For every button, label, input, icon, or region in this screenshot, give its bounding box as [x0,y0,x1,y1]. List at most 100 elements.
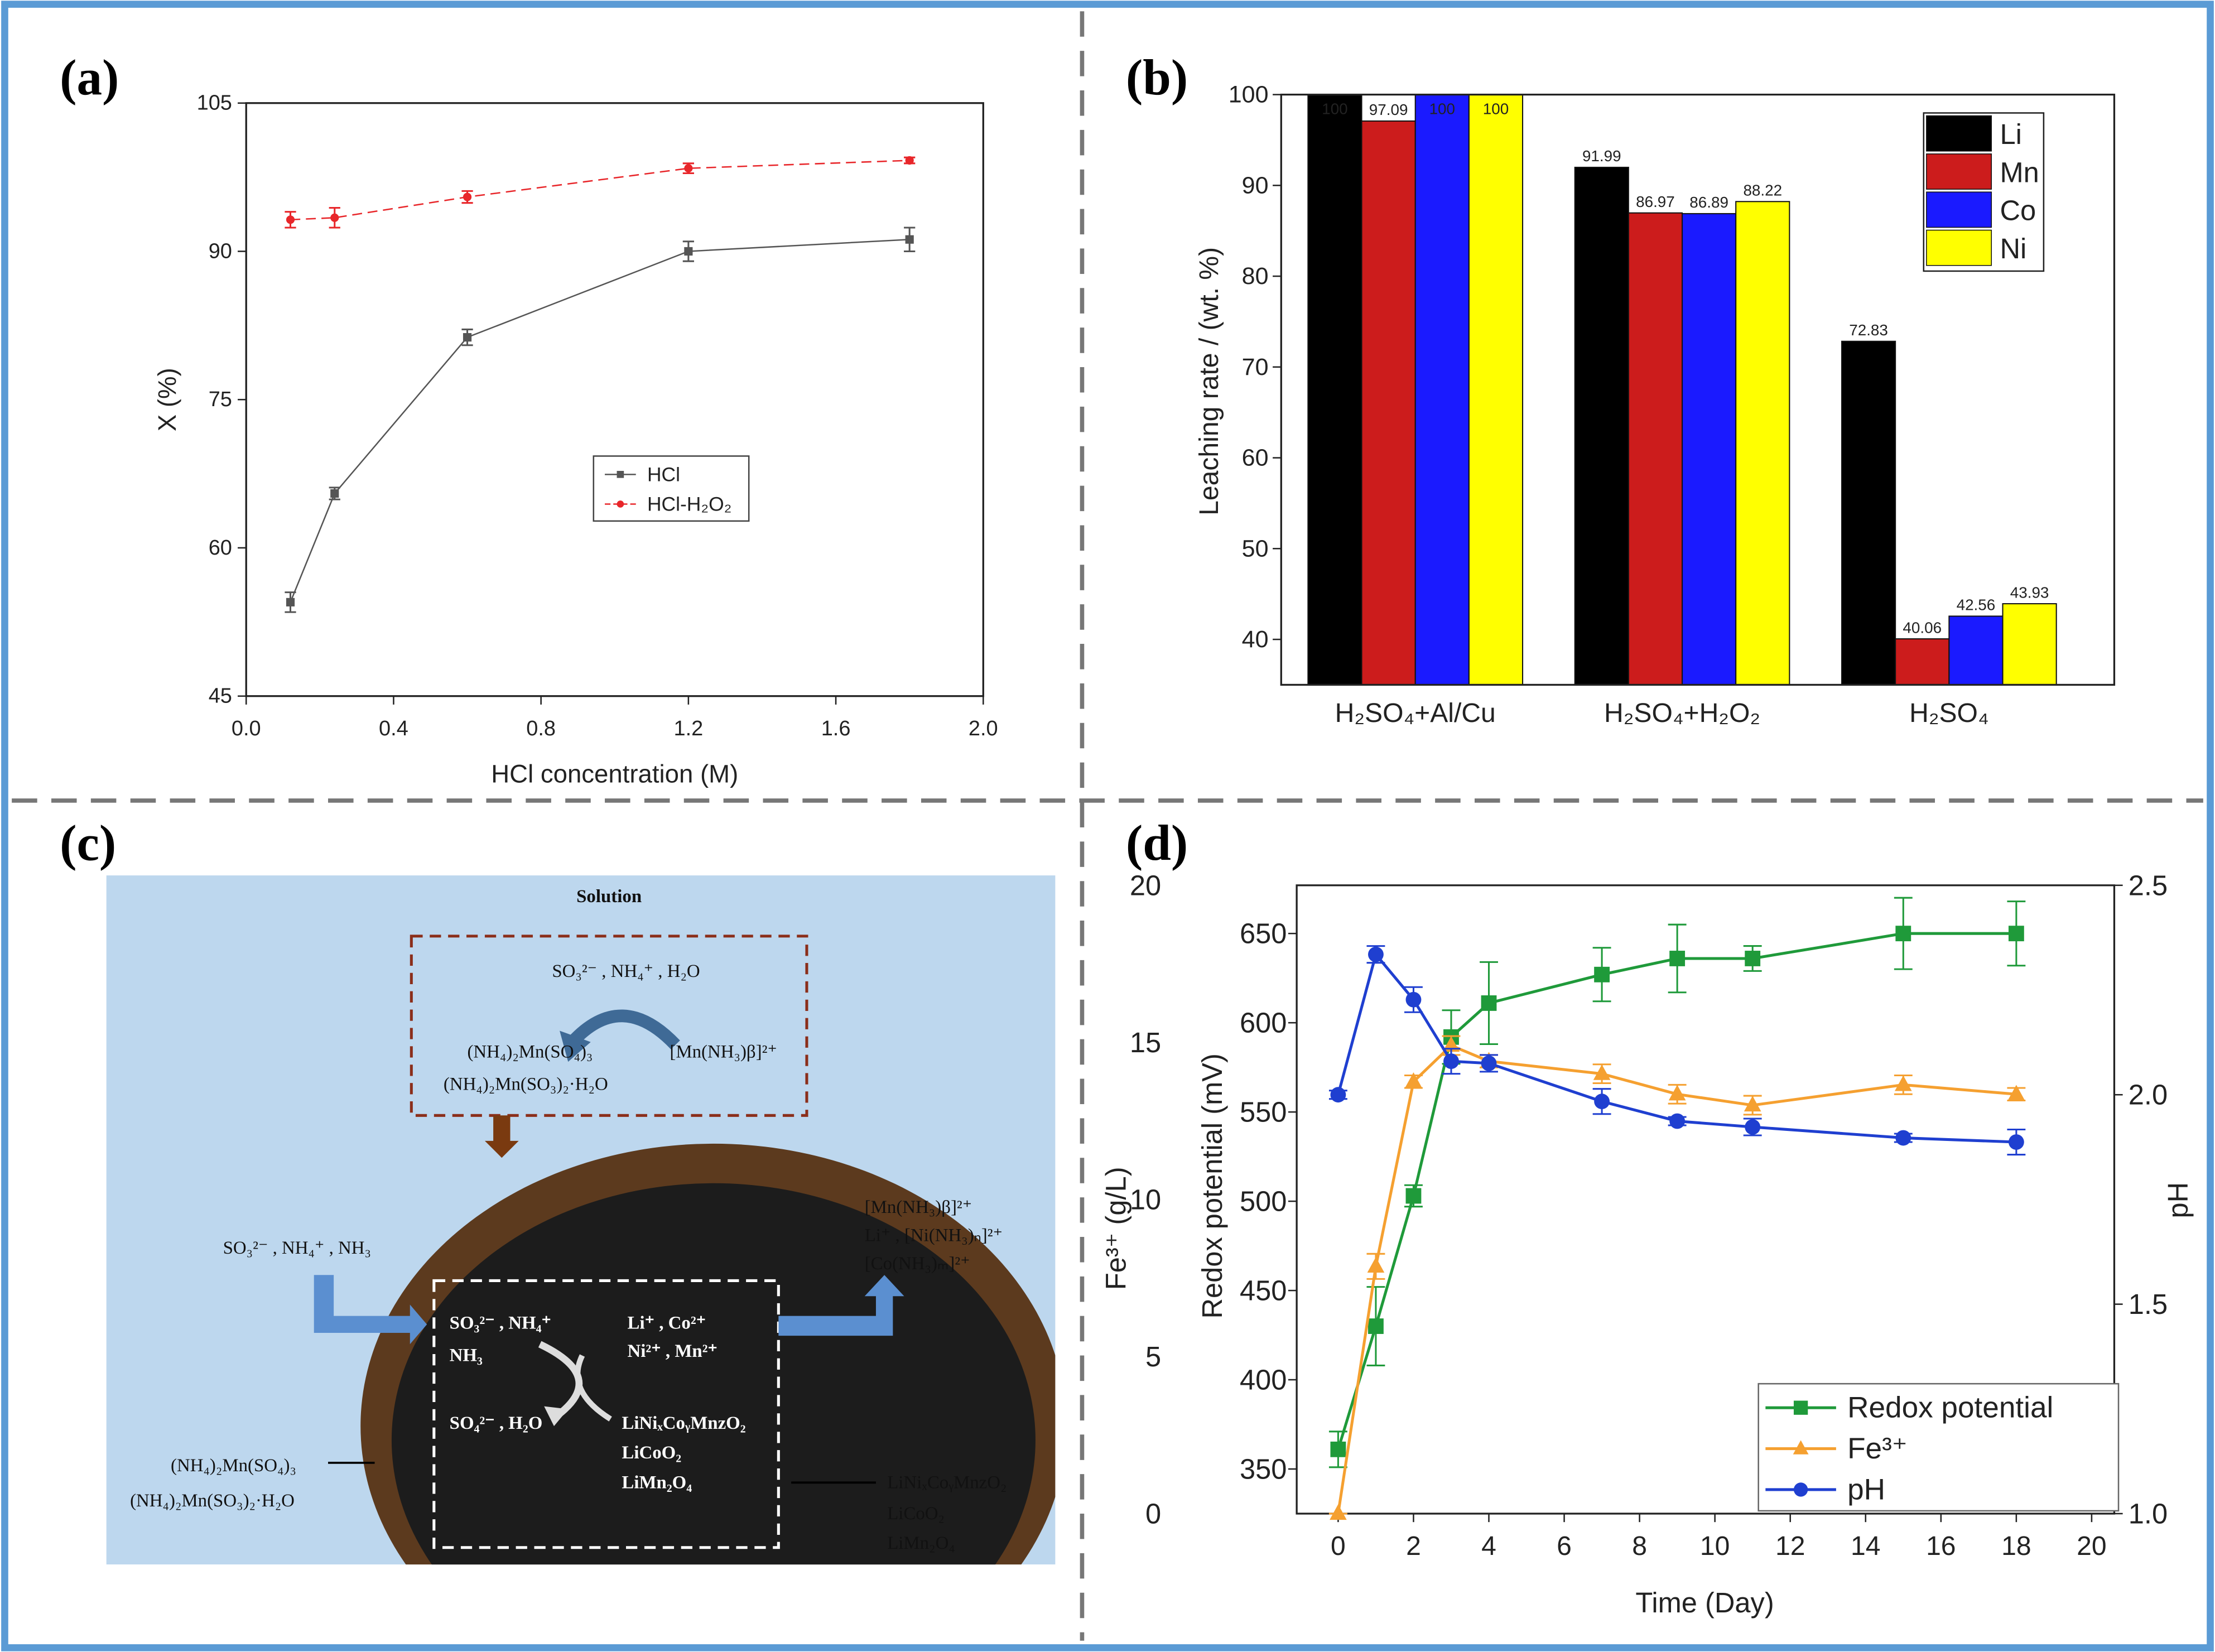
legend-swatch [1926,191,1992,228]
axis-label: Redox potential (mV) [1196,1053,1228,1318]
marker [1895,1130,1911,1146]
bar [1627,212,1683,686]
marker [1594,1094,1610,1110]
arrow-head [544,1406,569,1427]
value-label: 100 [1322,100,1347,117]
marker [684,164,693,173]
diagram-text: SO₃²⁻ , NH₄⁺ , H₂O [552,961,700,981]
y-tick-label: 400 [1240,1364,1287,1396]
marker [1367,1257,1385,1273]
marker [330,489,339,498]
x-tick-label: H₂SO₄+Al/Cu [1335,698,1496,728]
particle-core [392,1183,1036,1565]
x-tick-label: 2 [1406,1531,1421,1561]
series-line [1336,932,2016,1450]
diagram-text: SO₄²⁻ , H₂O [450,1413,543,1433]
x-tick-label: H₂SO₄+H₂O₂ [1604,698,1760,728]
bar [2002,603,2057,686]
diagram-text: (NH₄)₂Mn(SO₃)₂·H₂O [444,1075,608,1095]
value-label: 88.22 [1743,182,1782,199]
x-tick-label: 0 [1331,1531,1346,1561]
diagram-text: (NH₄)₂Mn(SO₃)₂·H₂O [130,1491,295,1511]
axis-label: pH [2162,1182,2194,1218]
x-tick-label: 18 [2001,1531,2031,1561]
legend-label: Ni [2000,233,2026,264]
x-tick-label: 16 [1926,1531,1956,1561]
y-tick-label: 45 [209,685,232,708]
x-tick-label: H₂SO₄ [1909,698,1988,728]
x-tick-label: 14 [1851,1531,1880,1561]
arrow-head [560,1030,591,1062]
marker [1745,1119,1761,1135]
diagram-text: SO₃²⁻ , NH₄⁺ [450,1313,551,1333]
y-tick-label: 550 [1240,1096,1287,1128]
marker [1744,1096,1761,1112]
value-label: 40.06 [1903,619,1942,636]
marker [684,247,693,256]
marker [1405,1188,1422,1204]
y-tick-label: 500 [1240,1186,1287,1217]
x-axis-label: HCl concentration (M) [491,759,738,788]
value-label: 42.56 [1957,596,1996,614]
marker [286,598,295,606]
panel-label: (c) [60,815,116,871]
y-tick-label: 105 [197,91,232,115]
panel-label: (b) [1126,50,1188,106]
panel-label: (a) [60,50,119,106]
y-tick-label: 75 [209,388,232,411]
y-tick-label: 2.0 [2129,1079,2168,1111]
plot-frame [1280,93,2116,686]
y-tick-label: 60 [209,536,232,560]
y-tick-label: 90 [209,239,232,263]
bar [1735,201,1790,686]
marker [1368,1318,1384,1334]
bar [1468,94,1524,686]
marker [1793,1440,1809,1454]
marker [463,192,472,201]
series-line [1336,951,2016,1144]
value-label: 91.99 [1582,147,1621,165]
y-tick-label: 10 [1130,1183,1161,1215]
marker [1405,991,1422,1008]
value-label: 100 [1429,100,1455,117]
diagram-text: Li⁺ , [Ni(NH₃)ₙ]²⁺ [865,1225,1003,1245]
marker [1669,951,1686,966]
legend-label: Mn [2000,156,2039,188]
marker [2008,926,2024,942]
value-label: 100 [1483,100,1509,117]
x-tick-label: 1.2 [673,717,703,740]
diagram-text: (NH₄)₂Mn(SO₄)₃ [467,1042,593,1062]
marker [1894,1075,1912,1091]
x-tick-label: 4 [1481,1531,1496,1561]
y-tick-label: 50 [1242,535,1269,562]
y-tick-label: 650 [1240,918,1287,950]
diagram-text: LiCoO₂ [622,1443,681,1463]
arrow [575,1354,612,1422]
reaction-box [432,1279,780,1549]
x-tick-label: 2.0 [969,717,998,740]
value-label: 97.09 [1369,101,1408,118]
diagram-text: LiNiₓCoᵧMnzO₂ [887,1472,1007,1492]
x-tick-label: 0.4 [379,717,408,740]
precipitate-box [410,935,808,1117]
marker [1745,951,1761,966]
bar [1574,166,1629,686]
y-tick-label: 0 [1145,1497,1161,1529]
marker [1793,1482,1808,1497]
marker [1895,926,1911,942]
diagram-text: Solution [576,887,642,907]
diagram-text: Ni²⁺ , Mn²⁺ [628,1341,718,1361]
legend-swatch [1926,229,1992,266]
y-tick-label: 450 [1240,1275,1287,1307]
legend-swatch [1926,153,1992,190]
y-tick-label: 90 [1242,172,1269,199]
y-tick-label: 1.0 [2129,1497,2168,1529]
legend-label: Co [2000,195,2036,227]
y-tick-label: 15 [1130,1027,1161,1058]
legend-label: pH [1847,1473,1885,1506]
marker [2008,1134,2024,1150]
diagram: Solution SO₃²⁻ , NH₄⁺ , H₂O (NH₄)₂Mn(SO₄… [106,875,1056,1565]
value-label: 72.83 [1849,321,1888,339]
